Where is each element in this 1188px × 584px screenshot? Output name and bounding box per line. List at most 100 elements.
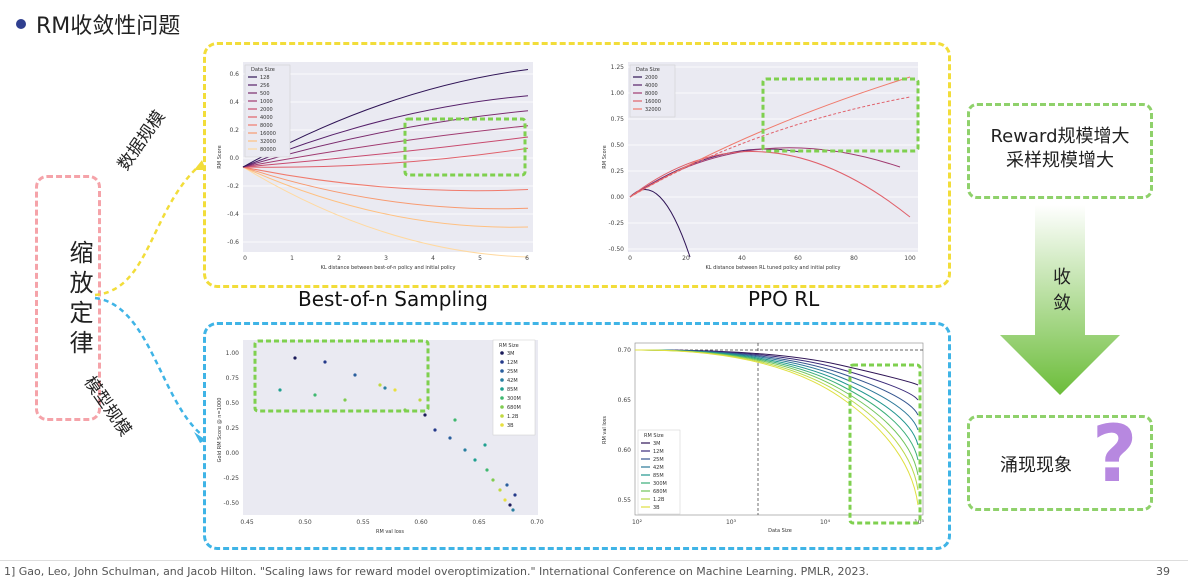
c2-ylabel: RM Score — [602, 145, 608, 168]
c4-legend-item: 25M — [653, 457, 664, 463]
c2-xtick: 80 — [850, 255, 858, 262]
c3-point — [383, 386, 387, 390]
c2-xtick: 100 — [904, 255, 916, 262]
c3-point — [505, 483, 509, 487]
c1-legend-item: 256 — [260, 83, 270, 89]
c1-ytick: -0.6 — [227, 239, 239, 246]
emergence-text: 涌现现象 — [1000, 455, 1072, 476]
c4-legend-item: 85M — [653, 473, 664, 479]
c3-legend-item: 3M — [507, 351, 515, 357]
c4-ylabel: RM val loss — [602, 416, 608, 444]
c2-xtick: 20 — [682, 255, 690, 262]
c2-legend-item: 16000 — [645, 99, 661, 105]
bottom-panel-frame — [203, 322, 951, 550]
c1-ytick: 0.6 — [229, 71, 239, 78]
footer: 1] Gao, Leo, John Schulman, and Jacob Hi… — [0, 560, 1188, 584]
c3-xtick: 0.65 — [472, 519, 486, 526]
c4-legend-item: 680M — [653, 489, 667, 495]
c3-point — [498, 488, 502, 492]
c3-legend-item: 85M — [507, 387, 518, 393]
c2-legend-item: 32000 — [645, 107, 661, 113]
c4-legend-item: 42M — [653, 465, 664, 471]
c1-xtick: 2 — [337, 255, 341, 262]
c4-legend-title: RM Size — [644, 433, 664, 439]
c3-point — [473, 458, 477, 462]
c4-legend-item: 3B — [653, 505, 660, 511]
c3-legend-item: 3B — [507, 423, 514, 429]
reward-scale-line2: 采样规模增大 — [1006, 150, 1114, 171]
c2-highlight-box — [761, 77, 920, 153]
c4-ytick: 0.65 — [618, 397, 632, 404]
c1-legend-item: 2000 — [260, 107, 273, 113]
c3-ytick: 0.00 — [226, 450, 240, 457]
c1-series-line — [242, 166, 529, 228]
c1-series-line — [242, 147, 529, 168]
c1-ytick: -0.4 — [227, 211, 239, 218]
c2-series-line — [629, 147, 901, 198]
c3-xlabel: RM val loss — [376, 529, 404, 535]
c1-xtick: 3 — [384, 255, 388, 262]
c3-point — [508, 503, 512, 507]
c3-point — [423, 413, 427, 417]
reward-scale-box — [967, 103, 1153, 199]
c1-legend-item: 500 — [260, 91, 270, 97]
c3-ytick: 1.00 — [226, 350, 240, 357]
best-of-n-chart: Data Size 128256500100020004000800016000… — [217, 62, 533, 271]
c1-legend-item: 16000 — [260, 131, 276, 137]
c1-series-line — [242, 136, 529, 168]
c4-ytick: 0.55 — [618, 497, 632, 504]
c3-point — [278, 388, 282, 392]
c2-ytick: 1.25 — [611, 64, 625, 71]
c3-xtick: 0.60 — [414, 519, 428, 526]
c3-xtick: 0.50 — [298, 519, 312, 526]
best-of-n-caption: Best-of-n Sampling — [298, 287, 488, 311]
c1-legend-item: 80000 — [260, 147, 276, 153]
c1-ylabel: RM Score — [217, 145, 223, 168]
page-number: 39 — [1156, 565, 1170, 578]
c3-point — [511, 508, 515, 512]
c3-ytick: 0.50 — [226, 400, 240, 407]
c4-legend-item: 300M — [653, 481, 667, 487]
footer-citation: 1] Gao, Leo, John Schulman, and Jacob Hi… — [4, 565, 869, 578]
c1-xtick: 0 — [243, 255, 247, 262]
c3-legend-title: RM Size — [499, 343, 519, 349]
c2-ytick: -0.50 — [608, 246, 624, 253]
c2-xtick: 40 — [738, 255, 746, 262]
c3-ytick: -0.50 — [223, 500, 239, 507]
c4-xtick: 10⁵ — [914, 519, 925, 526]
c2-ytick: 0.25 — [611, 168, 625, 175]
c3-legend-item: 1.2B — [507, 414, 519, 420]
c2-legend-item: 4000 — [645, 83, 658, 89]
c1-xtick: 5 — [478, 255, 482, 262]
c3-point — [393, 388, 397, 392]
c3-legend-item: 25M — [507, 369, 518, 375]
reward-scale-line1: Reward规模增大 — [990, 126, 1130, 147]
c3-legend-item: 42M — [507, 378, 518, 384]
c3-point — [485, 468, 489, 472]
c3-ytick: 0.25 — [226, 425, 240, 432]
c4-legend-item: 1.2B — [653, 497, 665, 503]
c1-highlight-box — [403, 117, 527, 177]
c3-xtick: 0.55 — [356, 519, 370, 526]
bullet-icon — [16, 19, 26, 29]
slide-title: RM收敛性问题 — [16, 8, 180, 40]
c1-ytick: 0.2 — [229, 127, 239, 134]
c2-ytick: 0.75 — [611, 116, 625, 123]
c3-point — [513, 493, 517, 497]
c4-legend-item: 12M — [653, 449, 664, 455]
c3-point — [448, 436, 452, 440]
ppo-rl-chart: Data Size 2000 4000 8000 16000 32000 0 20 40 60… — [602, 62, 920, 271]
c1-xlabel: KL distance between best-of-n policy and… — [321, 265, 456, 271]
c4-ytick: 0.70 — [618, 347, 632, 354]
rm-size-scatter-chart: 0.45 0.50 0.55 0.60 0.65 0.70 -0.50 -0.25 0.00 0… — [217, 339, 544, 535]
c3-point — [418, 398, 422, 402]
c1-ytick: -0.2 — [227, 183, 239, 190]
c4-xtick: 10⁴ — [820, 519, 831, 526]
c3-point — [433, 428, 437, 432]
c3-point — [483, 443, 487, 447]
c1-series-line — [242, 125, 529, 168]
c3-point — [323, 360, 327, 364]
c1-legend-item: 4000 — [260, 115, 273, 121]
c4-highlight-box — [848, 363, 922, 525]
c3-point — [378, 383, 382, 387]
